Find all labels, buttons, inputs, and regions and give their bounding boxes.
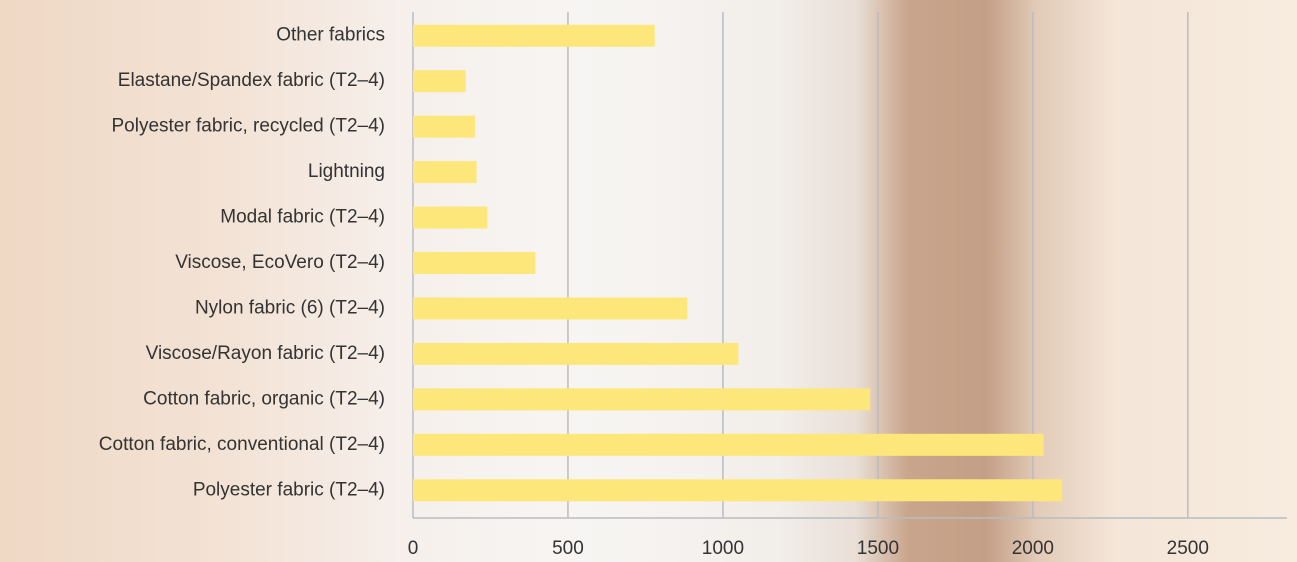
y-tick-label: Lightning — [308, 161, 385, 182]
y-tick-label: Viscose, EcoVero (T2–4) — [175, 252, 385, 273]
y-tick-label: Polyester fabric (T2–4) — [193, 479, 385, 500]
bar — [413, 297, 688, 320]
x-tick-label: 1500 — [857, 538, 899, 559]
y-tick-label: Elastane/Spandex fabric (T2–4) — [118, 70, 385, 91]
y-tick-label: Polyester fabric, recycled (T2–4) — [112, 116, 386, 137]
x-tick-label: 500 — [552, 538, 584, 559]
x-tick-label: 2500 — [1167, 538, 1209, 559]
bar — [413, 206, 488, 229]
bar — [413, 433, 1044, 456]
bar — [413, 24, 655, 47]
bar — [413, 342, 739, 365]
x-tick-label: 2000 — [1012, 538, 1054, 559]
x-tick-label: 0 — [408, 538, 419, 559]
y-tick-label: Viscose/Rayon fabric (T2–4) — [146, 343, 385, 364]
bar — [413, 479, 1063, 502]
y-tick-label: Other fabrics — [276, 25, 385, 46]
y-tick-label: Cotton fabric, conventional (T2–4) — [99, 434, 385, 455]
bar — [413, 115, 475, 138]
y-tick-label: Modal fabric (T2–4) — [220, 207, 385, 228]
bar — [413, 388, 871, 411]
bar — [413, 252, 536, 274]
y-tick-label: Nylon fabric (6) (T2–4) — [195, 297, 385, 318]
bar — [413, 70, 466, 93]
x-tick-label: 1000 — [702, 538, 744, 559]
bar — [413, 161, 477, 184]
y-tick-label: Cotton fabric, organic (T2–4) — [143, 388, 385, 409]
